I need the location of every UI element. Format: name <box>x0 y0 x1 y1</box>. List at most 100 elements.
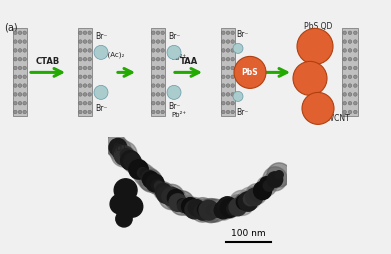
Circle shape <box>162 187 181 206</box>
Circle shape <box>111 141 137 167</box>
Circle shape <box>161 31 165 35</box>
Circle shape <box>18 84 22 87</box>
Circle shape <box>353 66 357 70</box>
Circle shape <box>83 66 87 70</box>
Circle shape <box>23 75 27 78</box>
Circle shape <box>161 40 165 43</box>
Circle shape <box>79 66 82 70</box>
Circle shape <box>152 110 155 114</box>
Circle shape <box>222 75 225 78</box>
Circle shape <box>152 84 155 87</box>
Circle shape <box>244 192 257 206</box>
Circle shape <box>88 66 91 70</box>
Circle shape <box>343 93 346 96</box>
Circle shape <box>149 178 166 195</box>
Circle shape <box>151 180 163 191</box>
Circle shape <box>23 84 27 87</box>
Circle shape <box>184 198 205 218</box>
Circle shape <box>127 158 145 176</box>
Circle shape <box>257 176 276 196</box>
Circle shape <box>250 188 263 201</box>
Circle shape <box>116 211 132 227</box>
Circle shape <box>231 40 235 43</box>
Circle shape <box>226 101 230 105</box>
Circle shape <box>123 153 142 172</box>
Circle shape <box>178 196 198 216</box>
Circle shape <box>343 40 346 43</box>
Circle shape <box>219 198 240 218</box>
Circle shape <box>235 193 253 211</box>
Circle shape <box>152 57 155 61</box>
Circle shape <box>79 49 82 52</box>
Circle shape <box>120 151 140 170</box>
Circle shape <box>88 49 91 52</box>
Circle shape <box>152 181 166 195</box>
Circle shape <box>156 110 160 114</box>
Circle shape <box>343 49 346 52</box>
Circle shape <box>353 57 357 61</box>
Circle shape <box>88 84 91 87</box>
Circle shape <box>226 40 230 43</box>
Circle shape <box>222 49 225 52</box>
Circle shape <box>197 202 212 217</box>
Circle shape <box>227 197 244 214</box>
Circle shape <box>155 183 171 199</box>
Circle shape <box>263 180 274 191</box>
Circle shape <box>18 49 22 52</box>
Text: Br⁻: Br⁻ <box>95 32 108 41</box>
Circle shape <box>23 49 27 52</box>
Circle shape <box>343 75 346 78</box>
Circle shape <box>122 152 139 169</box>
Circle shape <box>233 91 243 101</box>
Circle shape <box>343 57 346 61</box>
Circle shape <box>213 199 234 220</box>
Circle shape <box>214 204 228 218</box>
Circle shape <box>199 199 223 223</box>
Circle shape <box>159 184 184 210</box>
Circle shape <box>268 177 278 186</box>
Circle shape <box>18 40 22 43</box>
Circle shape <box>231 66 235 70</box>
Circle shape <box>83 31 87 35</box>
Circle shape <box>297 28 333 65</box>
Circle shape <box>94 85 108 99</box>
Circle shape <box>194 199 215 221</box>
Bar <box>342 28 358 116</box>
Circle shape <box>156 31 160 35</box>
Circle shape <box>79 84 82 87</box>
Circle shape <box>263 167 287 191</box>
Circle shape <box>110 141 122 153</box>
Circle shape <box>133 163 152 183</box>
Circle shape <box>353 31 357 35</box>
Circle shape <box>220 199 239 217</box>
Circle shape <box>222 40 225 43</box>
Circle shape <box>14 49 17 52</box>
Circle shape <box>23 66 27 70</box>
Circle shape <box>79 40 82 43</box>
Circle shape <box>165 189 187 210</box>
Circle shape <box>79 93 82 96</box>
Circle shape <box>222 31 225 35</box>
Circle shape <box>222 110 225 114</box>
Circle shape <box>146 176 164 193</box>
Circle shape <box>353 84 357 87</box>
Circle shape <box>231 31 235 35</box>
Circle shape <box>353 75 357 78</box>
Circle shape <box>156 183 175 202</box>
Circle shape <box>228 195 248 215</box>
Circle shape <box>83 101 87 105</box>
Circle shape <box>14 84 17 87</box>
Circle shape <box>152 66 155 70</box>
Circle shape <box>255 185 265 196</box>
Circle shape <box>194 207 203 216</box>
Circle shape <box>14 75 17 78</box>
Circle shape <box>211 206 219 215</box>
Text: PbS: PbS <box>242 68 258 77</box>
Circle shape <box>214 203 228 217</box>
Circle shape <box>156 101 160 105</box>
Circle shape <box>239 187 261 209</box>
Circle shape <box>152 40 155 43</box>
Circle shape <box>88 57 91 61</box>
Circle shape <box>275 171 283 179</box>
Circle shape <box>110 194 130 214</box>
